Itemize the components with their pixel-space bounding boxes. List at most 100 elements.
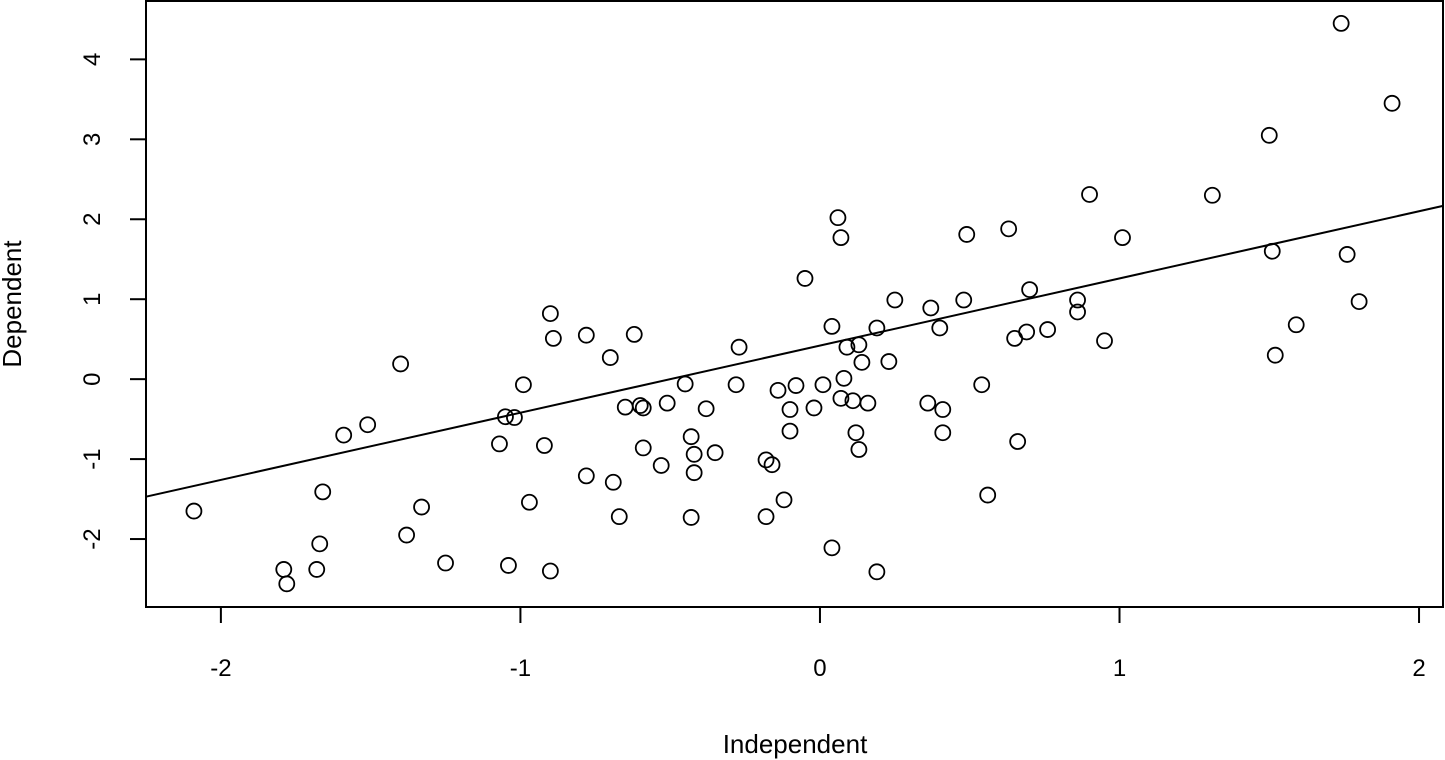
plot-frame	[145, 0, 1444, 608]
x-tick-label: 2	[1412, 655, 1425, 682]
data-point	[781, 422, 799, 440]
y-tick-label: -1	[79, 448, 106, 469]
data-point	[1018, 323, 1036, 341]
x-axis-label: Independent	[723, 729, 868, 759]
data-point	[1081, 186, 1098, 203]
data-point	[832, 229, 850, 247]
data-point	[506, 409, 523, 426]
x-axis: -2 -1 0 1 2	[210, 606, 1426, 682]
data-point	[1203, 186, 1221, 204]
data-point	[1069, 303, 1086, 321]
x-tick-label: 1	[1113, 655, 1126, 682]
data-point	[781, 401, 799, 418]
data-point	[850, 441, 868, 458]
data-point	[577, 326, 595, 344]
data-point	[886, 291, 904, 309]
data-point	[1009, 433, 1027, 450]
data-point	[185, 502, 203, 520]
y-tick-label: -2	[79, 528, 106, 549]
data-point	[934, 401, 952, 418]
data-point	[697, 400, 715, 418]
y-tick-label: 1	[79, 293, 106, 306]
data-point	[730, 338, 748, 356]
data-point	[392, 355, 410, 373]
data-point	[335, 426, 353, 444]
data-point	[934, 424, 952, 442]
data-point	[853, 353, 871, 371]
data-point	[1332, 14, 1350, 32]
data-point	[919, 394, 937, 412]
y-axis: -2 -1 0 1 2 3 4	[79, 53, 147, 550]
data-point	[829, 209, 847, 227]
data-point	[311, 535, 329, 553]
data-point	[610, 508, 628, 526]
data-point	[616, 398, 634, 416]
data-point	[1000, 220, 1018, 238]
data-point	[541, 305, 559, 322]
data-point	[1266, 346, 1284, 364]
data-point	[413, 498, 430, 516]
data-point	[685, 445, 703, 463]
data-point	[787, 377, 805, 394]
data-point	[682, 509, 700, 526]
data-point	[955, 291, 973, 309]
data-point	[497, 408, 514, 426]
data-point	[850, 336, 868, 354]
data-point	[1338, 246, 1356, 263]
data-point	[832, 389, 850, 407]
data-point	[314, 483, 332, 501]
data-point	[1069, 291, 1086, 309]
data-point	[1260, 126, 1278, 144]
data-point	[1383, 94, 1401, 112]
regression-line	[145, 204, 1444, 498]
data-point	[541, 562, 559, 580]
x-tick-label: 0	[813, 655, 826, 682]
data-point	[658, 394, 676, 412]
data-point	[625, 325, 643, 343]
data-point	[278, 575, 296, 593]
data-point	[535, 437, 553, 454]
data-point	[521, 493, 538, 511]
y-tick-label: 0	[79, 372, 106, 385]
data-point	[1287, 316, 1305, 334]
data-point	[838, 338, 856, 356]
data-point	[652, 457, 670, 474]
data-point	[847, 424, 865, 442]
data-points	[185, 14, 1401, 593]
data-point	[757, 451, 775, 469]
y-tick-label: 4	[79, 53, 106, 66]
data-point	[814, 376, 832, 394]
data-point	[631, 397, 649, 414]
data-point	[769, 381, 787, 399]
y-tick-label: 2	[79, 213, 106, 226]
data-point	[577, 467, 595, 485]
data-point	[1263, 242, 1281, 260]
regression-line-group	[145, 204, 1444, 498]
data-point	[835, 369, 853, 387]
data-point	[868, 563, 886, 581]
data-point	[604, 473, 622, 491]
data-point	[1114, 229, 1131, 247]
data-point	[491, 435, 508, 453]
data-point	[796, 270, 814, 287]
data-point	[859, 394, 877, 412]
data-point	[805, 399, 823, 417]
data-point	[823, 317, 841, 335]
data-point	[931, 319, 949, 337]
data-point	[308, 561, 326, 578]
data-point	[500, 557, 517, 574]
data-point	[515, 376, 532, 394]
data-point	[398, 526, 415, 544]
data-point	[601, 349, 619, 366]
data-point	[823, 539, 841, 557]
data-point	[685, 464, 703, 482]
data-point	[1350, 293, 1368, 311]
data-point	[757, 508, 775, 526]
data-point	[682, 428, 700, 446]
data-point	[544, 329, 562, 347]
data-point	[958, 226, 976, 243]
data-point	[973, 376, 991, 394]
y-axis-label: Dependent	[0, 240, 27, 368]
data-point	[1021, 281, 1039, 299]
